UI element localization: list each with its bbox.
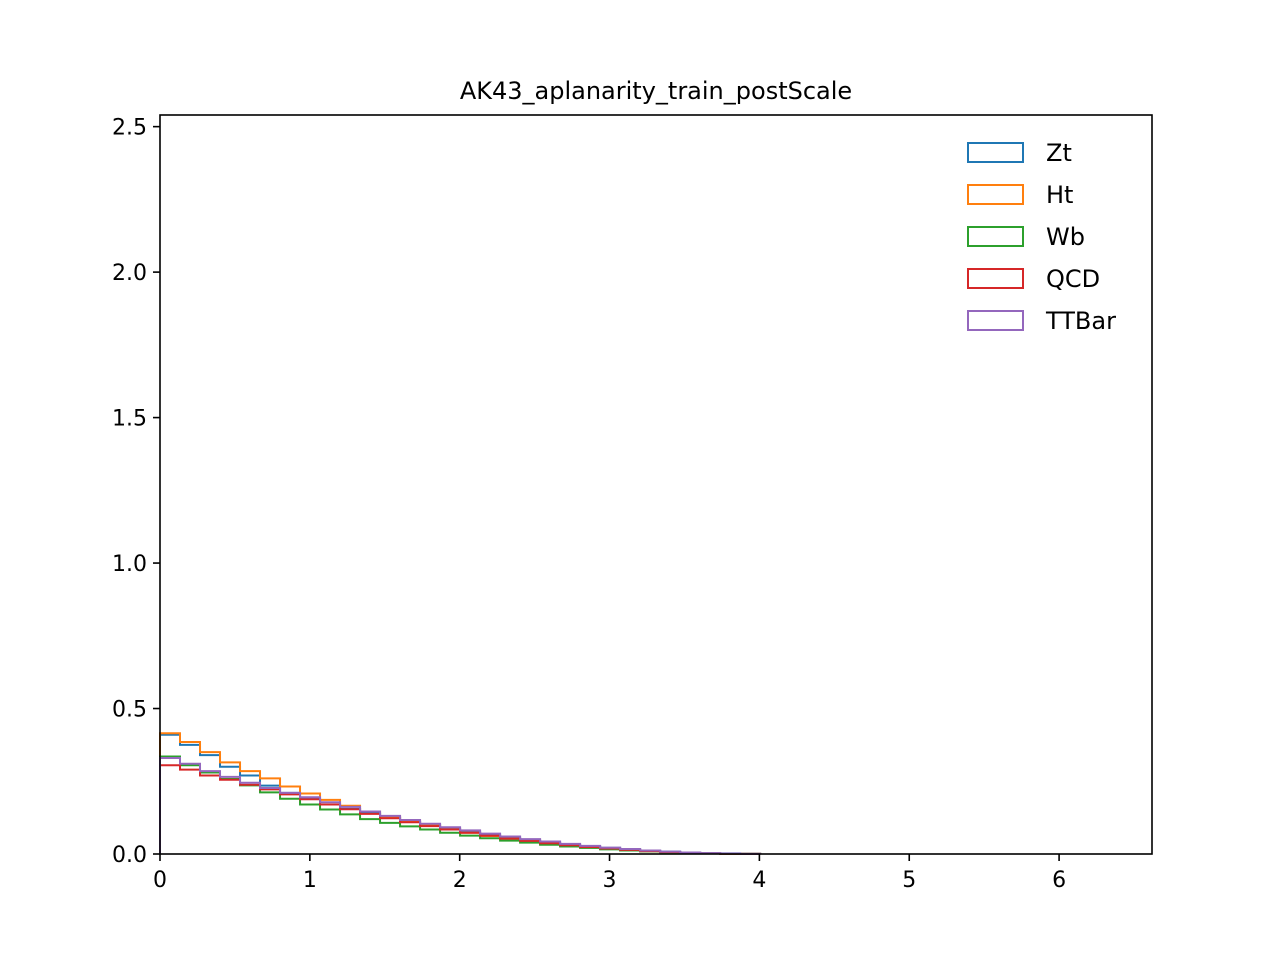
plot-area bbox=[159, 732, 762, 855]
y-tick-label: 2.5 bbox=[112, 116, 147, 141]
legend-swatch-qcd bbox=[967, 268, 1024, 289]
legend-swatch-zt bbox=[967, 142, 1024, 163]
legend-label-qcd: QCD bbox=[1046, 265, 1100, 293]
series-line-ttbar bbox=[159, 756, 762, 855]
y-tick-label: 0.5 bbox=[112, 698, 147, 723]
x-axis: 0 1 2 3 4 5 6 bbox=[153, 854, 1066, 893]
axes-frame bbox=[159, 114, 1153, 855]
y-tick-label: 0.0 bbox=[112, 843, 147, 868]
legend-label-ttbar: TTBar bbox=[1045, 307, 1116, 335]
x-tick-label: 4 bbox=[752, 868, 766, 893]
y-axis: 0.0 0.5 1.0 1.5 2.0 2.5 bbox=[112, 116, 160, 868]
y-tick-label: 1.5 bbox=[112, 407, 147, 432]
x-tick-label: 6 bbox=[1052, 868, 1066, 893]
x-tick-label: 5 bbox=[902, 868, 916, 893]
legend-swatch-ht bbox=[967, 184, 1024, 205]
y-tick-label: 2.0 bbox=[112, 261, 147, 286]
legend-label-wb: Wb bbox=[1046, 223, 1085, 251]
legend-label-ht: Ht bbox=[1046, 181, 1073, 209]
x-tick-label: 0 bbox=[153, 868, 167, 893]
x-tick-label: 3 bbox=[603, 868, 617, 893]
x-tick-label: 1 bbox=[303, 868, 317, 893]
legend-swatch-ttbar bbox=[967, 310, 1024, 331]
x-tick-label: 2 bbox=[453, 868, 467, 893]
legend: Zt Ht Wb QCD TTBar bbox=[967, 139, 1116, 335]
legend-swatch-wb bbox=[967, 226, 1024, 247]
legend-label-zt: Zt bbox=[1046, 139, 1072, 167]
chart-title: AK43_aplanarity_train_postScale bbox=[460, 77, 852, 105]
y-tick-label: 1.0 bbox=[112, 552, 147, 577]
